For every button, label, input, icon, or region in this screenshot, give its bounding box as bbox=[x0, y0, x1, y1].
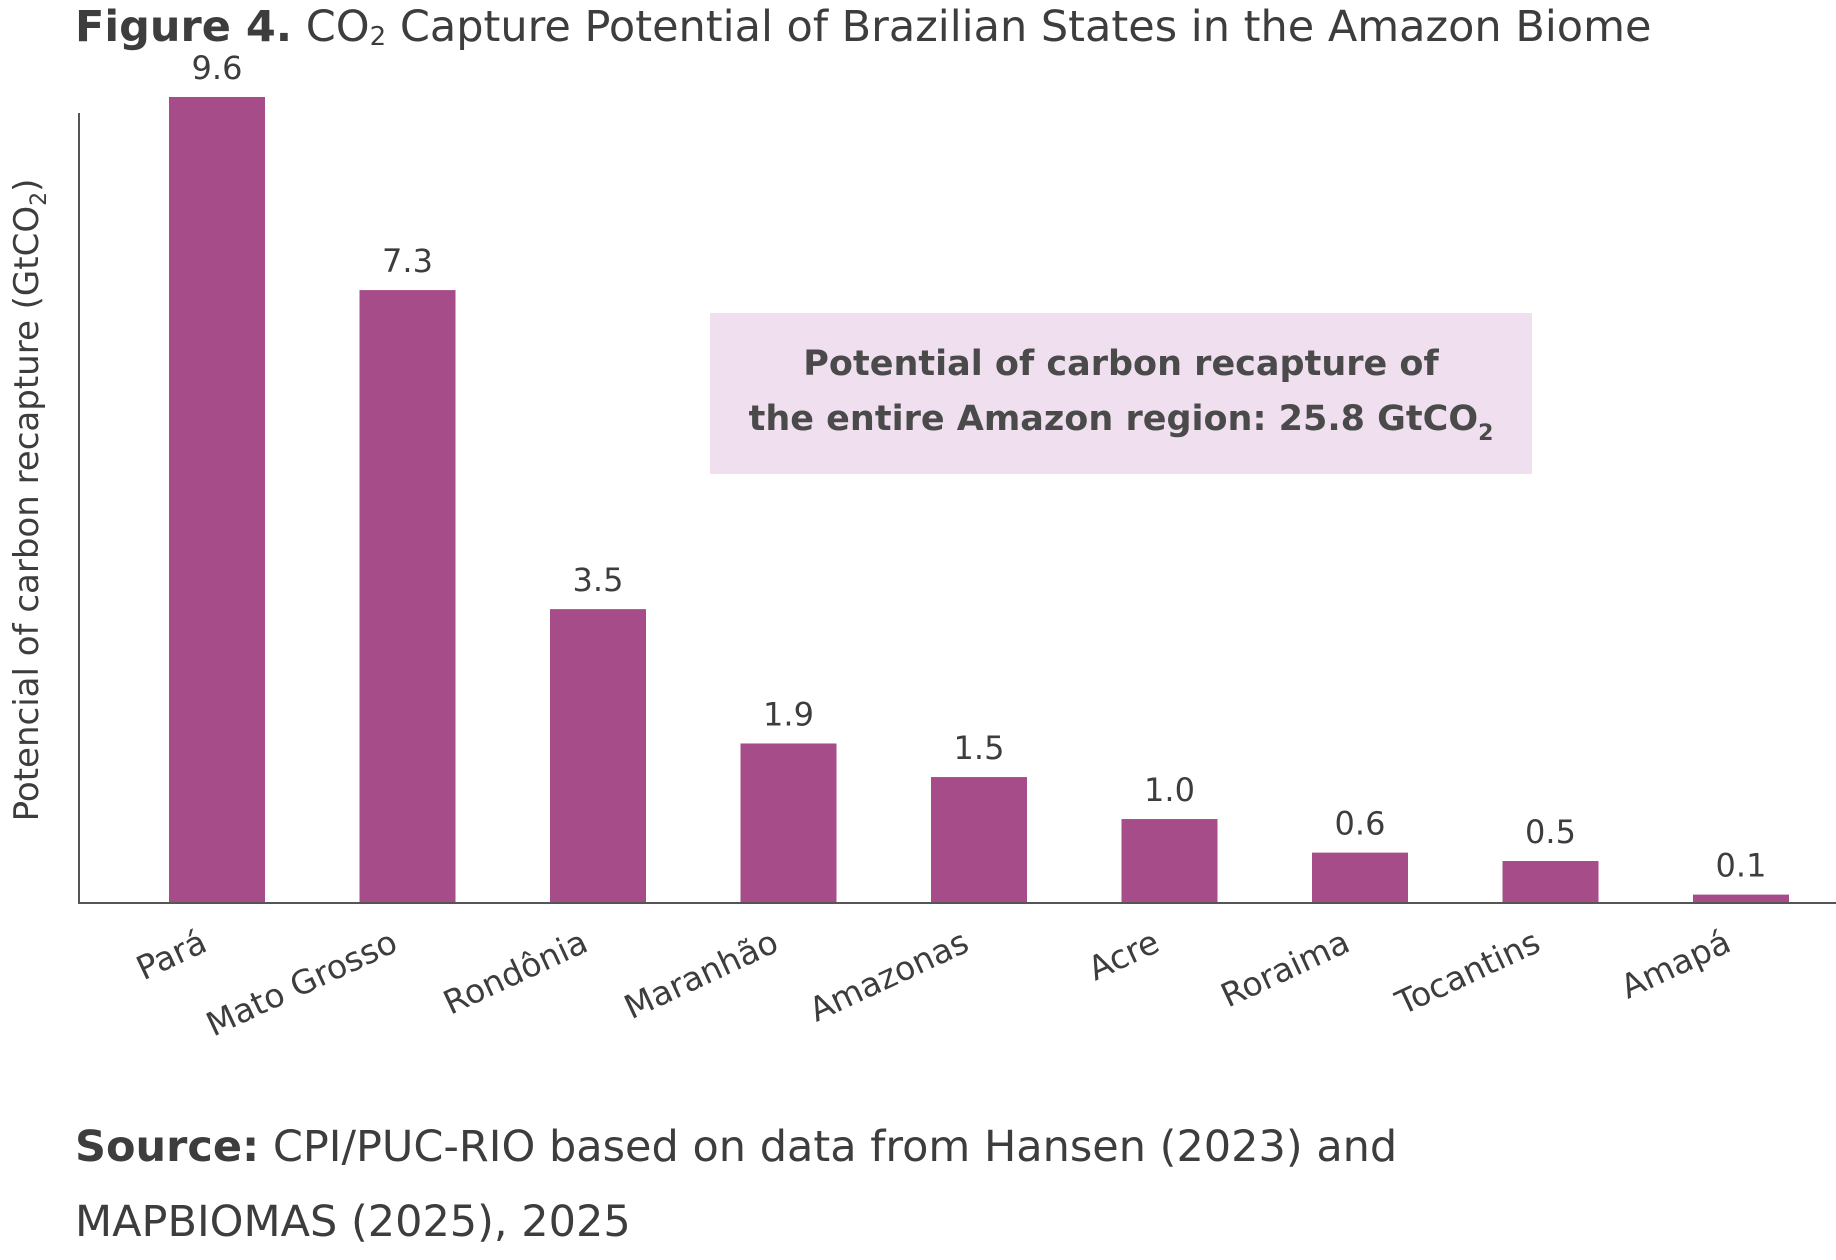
value-label-amapa: 0.1 bbox=[1716, 847, 1767, 885]
bar-amazonas bbox=[931, 777, 1027, 903]
x-tick-label-rondonia: Rondônia bbox=[437, 922, 593, 1022]
value-label-para: 9.6 bbox=[192, 49, 243, 87]
source-text: CPI/PUC-RIO based on data from Hansen (2… bbox=[75, 1122, 1398, 1247]
svg-text:Potencial of carbon recapture: Potencial of carbon recapture (GtCO2) bbox=[7, 179, 52, 822]
x-tick-label-acre: Acre bbox=[1082, 922, 1165, 988]
value-label-rondonia: 3.5 bbox=[573, 561, 624, 599]
x-tick-label-mato-grosso: Mato Grosso bbox=[200, 922, 403, 1044]
bar-mato-grosso bbox=[359, 290, 456, 903]
source-label: Source: bbox=[75, 1122, 260, 1172]
value-label-roraima: 0.6 bbox=[1335, 805, 1386, 843]
figure-title: Figure 4. CO2 Capture Potential of Brazi… bbox=[75, 2, 1651, 52]
source-note: Source: CPI/PUC-RIO based on data from H… bbox=[75, 1110, 1575, 1260]
annotation-box bbox=[710, 313, 1532, 474]
bar-tocantins bbox=[1502, 861, 1599, 903]
figure-label: Figure 4. bbox=[75, 2, 293, 52]
bars-group bbox=[169, 96, 1789, 903]
bar-roraima bbox=[1312, 852, 1408, 903]
bar-amapa bbox=[1693, 894, 1789, 903]
x-tick-label-tocantins: Tocantins bbox=[1389, 922, 1546, 1023]
x-tick-label-amapa: Amapá bbox=[1615, 922, 1737, 1006]
value-label-tocantins: 0.5 bbox=[1525, 813, 1576, 851]
annotation-line-1: Potential of carbon recapture of bbox=[803, 344, 1439, 384]
value-label-amazonas: 1.5 bbox=[954, 729, 1005, 767]
figure-title-text: CO2 Capture Potential of Brazilian State… bbox=[305, 2, 1652, 52]
annotation-line-2: the entire Amazon region: 25.8 GtCO2 bbox=[749, 399, 1494, 446]
x-tick-label-para: Pará bbox=[130, 922, 212, 988]
x-tick-label-roraima: Roraima bbox=[1215, 922, 1356, 1015]
bar-para bbox=[169, 96, 265, 903]
value-label-mato-grosso: 7.3 bbox=[382, 242, 433, 280]
y-axis-label: Potencial of carbon recapture (GtCO2) bbox=[7, 179, 52, 822]
value-label-acre: 1.0 bbox=[1144, 771, 1195, 809]
bar-maranhao bbox=[740, 743, 837, 903]
value-labels-group: 9.6 7.3 3.5 1.9 1.5 1.0 0.6 0.5 0.1 bbox=[192, 49, 1767, 885]
value-label-maranhao: 1.9 bbox=[763, 695, 814, 733]
bar-rondonia bbox=[550, 609, 646, 903]
x-tick-label-maranhao: Maranhão bbox=[618, 922, 784, 1027]
bar-acre bbox=[1121, 819, 1218, 903]
x-tick-label-amazonas: Amazonas bbox=[803, 922, 974, 1030]
